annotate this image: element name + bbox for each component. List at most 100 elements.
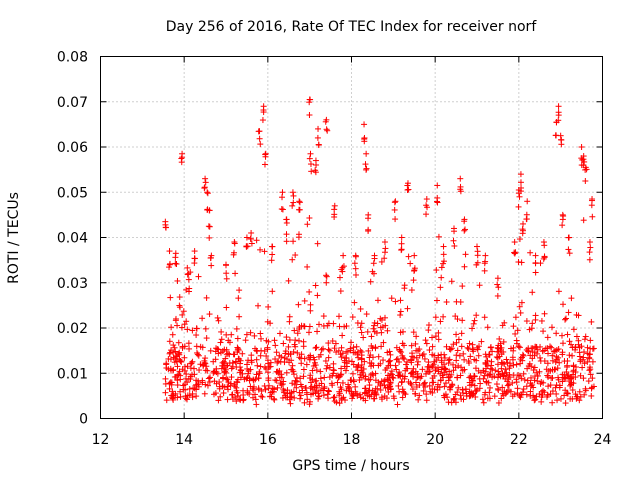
data-point [480, 399, 487, 406]
data-point [330, 367, 337, 374]
data-point [520, 220, 527, 227]
data-point [474, 243, 480, 250]
data-point [437, 318, 444, 325]
data-point [372, 345, 379, 352]
data-point [263, 337, 270, 344]
data-point [253, 401, 260, 408]
data-point [396, 388, 403, 395]
data-point [176, 294, 183, 301]
data-point [257, 141, 264, 148]
data-point [185, 276, 192, 283]
data-point [180, 308, 187, 315]
data-point [453, 352, 460, 359]
data-point [314, 134, 321, 141]
data-point [517, 356, 524, 363]
data-point [442, 391, 449, 398]
data-point [283, 334, 290, 341]
data-point [380, 357, 387, 364]
data-point [541, 310, 548, 317]
data-point [492, 367, 499, 374]
data-point [543, 366, 550, 373]
data-point [226, 360, 233, 367]
data-point [493, 381, 500, 388]
data-point [206, 207, 213, 214]
data-point [223, 270, 230, 277]
data-point [537, 380, 544, 387]
data-point [587, 337, 594, 344]
data-point [458, 330, 465, 337]
data-point [366, 393, 373, 400]
data-point [323, 126, 330, 133]
data-point [283, 231, 290, 238]
data-point [409, 350, 416, 357]
data-point [425, 327, 432, 334]
data-point [440, 243, 447, 250]
x-axis-label: GPS time / hours [292, 458, 409, 474]
data-point [485, 351, 492, 358]
data-point [181, 321, 188, 328]
data-point [171, 373, 178, 380]
data-point [517, 179, 524, 186]
data-point [433, 267, 440, 274]
data-point [363, 150, 370, 157]
data-point [516, 236, 523, 243]
data-point [378, 394, 385, 401]
data-point [335, 313, 342, 320]
data-point [267, 320, 274, 327]
data-point [440, 260, 447, 267]
data-point [408, 381, 415, 388]
data-point [562, 316, 569, 323]
data-point [512, 314, 519, 321]
data-point [360, 365, 367, 372]
data-point [347, 345, 354, 352]
data-point [265, 303, 272, 310]
data-point [445, 377, 452, 384]
data-point [569, 352, 576, 359]
data-point [202, 175, 209, 182]
data-point [175, 339, 182, 346]
data-point [422, 337, 429, 344]
data-point [443, 371, 450, 378]
data-point [358, 356, 365, 363]
data-point [568, 381, 575, 388]
data-point [241, 376, 248, 383]
data-point [427, 388, 434, 395]
data-point [378, 343, 385, 350]
y-tick-labels: 0 0.01 0.02 0.03 0.04 0.05 0.06 0.07 0.08 [57, 50, 88, 428]
data-point [435, 364, 442, 371]
data-point [429, 379, 436, 386]
data-point [325, 354, 332, 361]
data-point [338, 371, 345, 378]
data-point [518, 391, 525, 398]
data-point [586, 364, 593, 371]
data-point [362, 373, 369, 380]
data-point [348, 390, 355, 397]
data-point [332, 340, 339, 347]
data-point [203, 335, 210, 342]
data-point [163, 361, 170, 368]
data-point [407, 260, 414, 267]
data-point [370, 325, 377, 332]
data-point [312, 282, 319, 289]
data-point [545, 350, 552, 357]
data-point [395, 382, 402, 389]
data-point [579, 364, 586, 371]
data-point [288, 389, 295, 396]
data-point [421, 380, 428, 387]
data-point [440, 313, 447, 320]
data-point [503, 356, 510, 363]
data-point [358, 329, 365, 336]
data-point [300, 338, 307, 345]
data-point [564, 357, 571, 364]
data-point [517, 171, 524, 178]
data-point [521, 376, 528, 383]
data-point [390, 375, 397, 382]
data-point [385, 372, 392, 379]
data-point [530, 367, 537, 374]
data-point [217, 393, 224, 400]
data-point [331, 394, 338, 401]
data-point [495, 387, 502, 394]
data-point [213, 345, 220, 352]
data-point [363, 311, 370, 318]
data-point [177, 376, 184, 383]
